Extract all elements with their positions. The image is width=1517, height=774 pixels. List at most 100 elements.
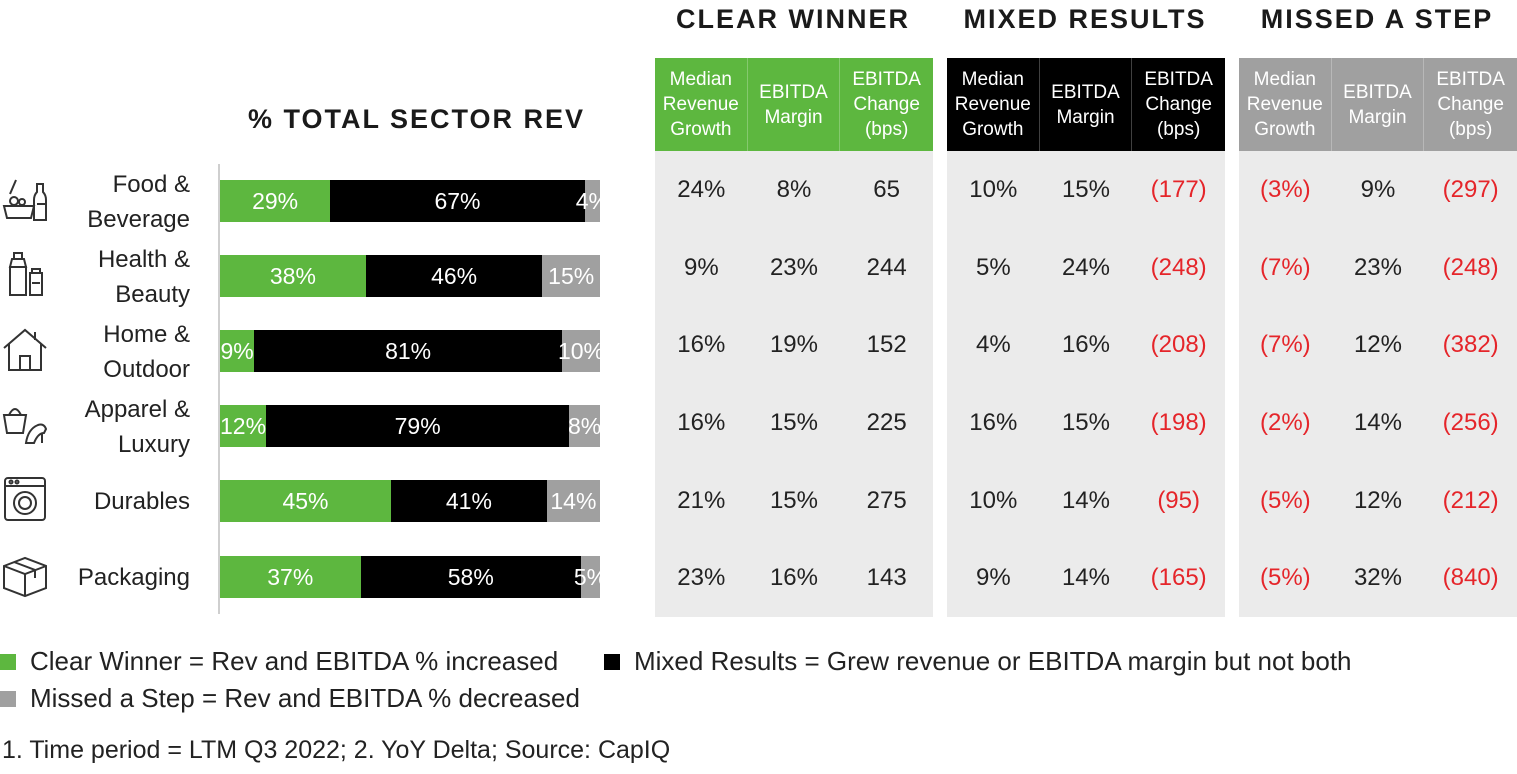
bar-segment-mixed-results: 46% — [365, 255, 543, 297]
table-cell: 24% — [1061, 254, 1110, 281]
bar-value-label: 37% — [267, 563, 314, 590]
apparel-luxury-icon — [0, 399, 50, 449]
table-cell: 275 — [866, 487, 907, 514]
bar-row-food-beverage: 29% 67% 4% — [220, 180, 609, 222]
table-cell: 8% — [776, 176, 812, 203]
bar-value-label: 46% — [431, 262, 478, 289]
table-cell: 65 — [873, 176, 900, 203]
table-cell: 15% — [769, 487, 818, 514]
group-title-clear-winner: CLEAR WINNER — [676, 4, 910, 34]
bar-segment-missed-step: 14% — [546, 480, 600, 522]
bar-segment-missed-step: 8% — [568, 405, 602, 447]
bar-segment-missed-step: 10% — [558, 330, 604, 372]
legend-swatch-green — [0, 653, 16, 670]
legend-label: Mixed Results = Grew revenue or EBITDA m… — [634, 646, 1352, 676]
bar-segment-clear-winner: 12% — [220, 405, 267, 447]
category-label: Packaging — [77, 564, 190, 591]
legend-item-clear-winner: Clear Winner = Rev and EBITDA % increase… — [0, 646, 558, 677]
bar-value-label: 58% — [447, 563, 494, 590]
bar-segment-mixed-results: 81% — [254, 330, 562, 372]
column-header: EBITDA Change (bps) — [1132, 58, 1225, 151]
table-cell: (248) — [1442, 254, 1499, 281]
table-cell: 9% — [683, 254, 719, 281]
packaging-icon — [0, 550, 50, 600]
legend-label: Missed a Step = Rev and EBITDA % decreas… — [30, 683, 580, 713]
legend-swatch-black — [604, 653, 620, 670]
column-header: Median Revenue Growth — [1239, 58, 1332, 151]
table-cell: 10% — [969, 176, 1018, 203]
group-title-mixed-results: MIXED RESULTS — [963, 4, 1207, 34]
bar-value-label: 12% — [220, 412, 267, 439]
legend-label: Clear Winner = Rev and EBITDA % increase… — [30, 646, 559, 676]
table-cell: 23% — [769, 254, 818, 281]
table-cell: (382) — [1442, 331, 1499, 358]
bar-value-label: 5% — [573, 563, 608, 590]
column-header: EBITDA Margin — [747, 58, 841, 151]
footnote: 1. Time period = LTM Q3 2022; 2. YoY Del… — [2, 736, 671, 764]
category-label: Home & Outdoor — [103, 321, 190, 383]
panel-mixed-results: Median Revenue Growth EBITDA Margin EBITDA… — [947, 58, 1225, 617]
table-cell: 12% — [1353, 331, 1402, 358]
table-cell: 16% — [677, 331, 726, 358]
category-label: Durables — [93, 488, 190, 515]
bar-segment-missed-step: 15% — [542, 255, 600, 297]
table-cell: (95) — [1157, 487, 1200, 514]
table-cell: 10% — [969, 487, 1018, 514]
food-beverage-icon — [0, 174, 50, 224]
bar-value-label: 4% — [575, 187, 609, 214]
legend-swatch-gray — [0, 690, 16, 707]
category-label: Apparel & Luxury — [84, 396, 190, 458]
panel-clear-winner: Median Revenue Growth EBITDA Margin EBITDA… — [655, 58, 933, 617]
table-cell: 4% — [975, 331, 1011, 358]
table-cell: 15% — [769, 409, 818, 436]
table-cell: 16% — [969, 409, 1018, 436]
table-cell: (198) — [1150, 409, 1207, 436]
table-cell: 14% — [1061, 487, 1110, 514]
table-cell: 244 — [866, 254, 907, 281]
table-cell: (177) — [1150, 176, 1207, 203]
table-cell: (212) — [1442, 487, 1499, 514]
category-axis-line — [218, 164, 220, 614]
table-cell: (256) — [1442, 409, 1499, 436]
table-cell: 14% — [1061, 564, 1110, 591]
bar-segment-missed-step: 5% — [574, 556, 607, 598]
table-cell: 15% — [1061, 409, 1110, 436]
health-beauty-icon — [0, 249, 50, 299]
legend-item-missed-step: Missed a Step = Rev and EBITDA % decreas… — [0, 683, 580, 714]
table-cell: (165) — [1150, 564, 1207, 591]
table-cell: 12% — [1353, 487, 1402, 514]
category-label: Health & Beauty — [97, 246, 190, 308]
table-cell: 16% — [677, 409, 726, 436]
bar-row-durables: 45% 41% 14% — [220, 480, 600, 522]
category-label: Food & Beverage — [87, 171, 190, 233]
panel-header: Median Revenue Growth EBITDA Margin EBITDA… — [655, 58, 933, 151]
bar-value-label: 45% — [282, 487, 329, 514]
table-cell: 9% — [1360, 176, 1396, 203]
column-header: EBITDA Margin — [1039, 58, 1133, 151]
bar-value-label: 9% — [220, 337, 254, 364]
table-cell: (3%) — [1259, 176, 1311, 203]
column-header: EBITDA Change (bps) — [1424, 58, 1517, 151]
table-cell: 19% — [769, 331, 818, 358]
group-title-missed-a-step: MISSED A STEP — [1260, 4, 1494, 34]
table-cell: 5% — [975, 254, 1011, 281]
table-cell: 9% — [975, 564, 1011, 591]
bar-value-label: 38% — [269, 262, 316, 289]
table-cell: 143 — [866, 564, 907, 591]
bar-value-label: 10% — [557, 337, 605, 364]
bar-value-label: 41% — [445, 487, 492, 514]
bar-segment-missed-step: 4% — [576, 180, 609, 222]
column-header: Median Revenue Growth — [947, 58, 1040, 151]
panel-header: Median Revenue Growth EBITDA Margin EBITDA… — [947, 58, 1225, 151]
bar-value-label: 8% — [568, 412, 602, 439]
table-cell: 21% — [677, 487, 726, 514]
bar-value-label: 81% — [385, 337, 432, 364]
table-cell: 15% — [1061, 176, 1110, 203]
bar-segment-mixed-results: 79% — [266, 405, 570, 447]
table-cell: 16% — [769, 564, 818, 591]
chart-title: % TOTAL SECTOR REV — [248, 104, 586, 134]
table-cell: (5%) — [1259, 487, 1311, 514]
bar-segment-clear-winner: 37% — [220, 556, 361, 598]
bar-value-label: 15% — [548, 262, 595, 289]
bar-value-label: 67% — [434, 187, 481, 214]
